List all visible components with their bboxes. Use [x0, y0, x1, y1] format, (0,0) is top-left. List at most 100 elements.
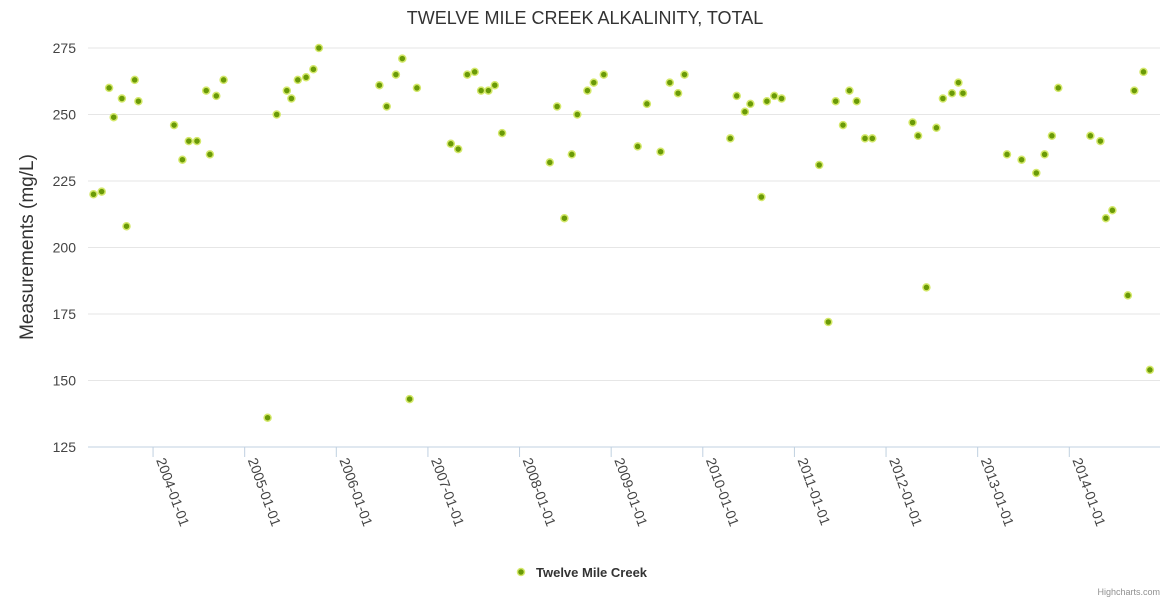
data-point[interactable] [476, 86, 486, 95]
data-point[interactable] [1086, 131, 1095, 141]
credits-link[interactable]: Highcharts.com [1097, 587, 1160, 597]
data-point[interactable] [680, 70, 689, 79]
data-point[interactable] [1145, 365, 1155, 375]
data-point[interactable] [184, 136, 194, 146]
data-point[interactable] [1047, 131, 1057, 141]
data-point[interactable] [405, 394, 414, 404]
data-point[interactable] [762, 96, 772, 106]
data-point[interactable] [497, 128, 507, 138]
data-point[interactable] [560, 213, 569, 223]
data-point[interactable] [178, 155, 187, 164]
data-point[interactable] [287, 94, 296, 103]
data-point[interactable] [633, 142, 642, 151]
data-point[interactable] [732, 91, 741, 101]
data-point[interactable] [1123, 291, 1133, 300]
data-point[interactable] [470, 67, 479, 77]
data-point[interactable] [1032, 168, 1041, 178]
data-point[interactable] [908, 118, 917, 127]
data-point[interactable] [1108, 206, 1117, 215]
data-point[interactable] [599, 70, 609, 79]
data-point[interactable] [913, 131, 923, 141]
data-point[interactable] [109, 112, 118, 122]
data-point[interactable] [1130, 86, 1139, 95]
data-point[interactable] [552, 102, 562, 111]
x-tick-label: 2013-01-01 [978, 456, 1018, 529]
data-point[interactable] [104, 83, 114, 93]
data-point[interactable] [770, 91, 779, 101]
data-point[interactable] [922, 283, 931, 292]
y-tick-label: 225 [53, 173, 77, 189]
data-point[interactable] [205, 150, 215, 159]
data-point[interactable] [192, 136, 202, 146]
data-point[interactable] [852, 96, 861, 106]
data-point[interactable] [1101, 213, 1111, 223]
data-point[interactable] [1040, 150, 1049, 159]
data-point[interactable] [938, 94, 948, 103]
data-point[interactable] [824, 317, 833, 327]
data-point[interactable] [573, 110, 582, 119]
data-point[interactable] [122, 221, 131, 231]
data-point[interactable] [293, 75, 303, 85]
data-point[interactable] [831, 96, 840, 106]
data-point[interactable] [777, 94, 786, 103]
data-point[interactable] [1002, 150, 1012, 159]
data-point[interactable] [484, 86, 493, 95]
data-point[interactable] [868, 134, 877, 143]
legend-marker[interactable] [516, 567, 526, 577]
data-point[interactable] [212, 91, 221, 101]
data-point[interactable] [1096, 136, 1105, 146]
data-point[interactable] [642, 99, 652, 109]
data-point[interactable] [130, 75, 139, 85]
data-point[interactable] [314, 43, 324, 53]
data-point[interactable] [309, 65, 318, 74]
x-axis: 2004-01-01 2005-01-01 2006-01-01 2007-01-01… [152, 447, 1109, 529]
data-point[interactable] [954, 78, 963, 87]
data-point[interactable] [201, 86, 211, 95]
data-point[interactable] [375, 80, 384, 90]
data-point[interactable] [845, 86, 854, 95]
legend[interactable]: Twelve Mile Creek [516, 565, 648, 580]
data-point[interactable] [1054, 83, 1063, 93]
data-point[interactable] [272, 110, 281, 119]
data-point[interactable] [1017, 155, 1026, 164]
data-point[interactable] [412, 83, 422, 93]
data-point[interactable] [583, 86, 592, 95]
legend-item-twelve-mile-creek[interactable]: Twelve Mile Creek [536, 565, 648, 580]
data-point[interactable] [740, 107, 750, 117]
data-point[interactable] [398, 54, 407, 63]
data-point[interactable] [814, 160, 824, 170]
data-point[interactable] [391, 70, 401, 79]
data-point[interactable] [947, 88, 957, 98]
data-point[interactable] [838, 120, 848, 130]
data-point[interactable] [89, 190, 98, 199]
data-point[interactable] [746, 99, 755, 109]
data-point[interactable] [673, 88, 683, 98]
data-point[interactable] [932, 123, 941, 133]
data-point[interactable] [453, 144, 463, 154]
data-point[interactable] [301, 73, 311, 82]
data-point[interactable] [463, 70, 472, 79]
data-point[interactable] [446, 139, 456, 149]
data-point[interactable] [656, 147, 665, 156]
data-point[interactable] [382, 102, 391, 111]
series-twelve-mile-creek[interactable] [89, 43, 1155, 422]
data-point[interactable] [589, 78, 599, 87]
data-point[interactable] [97, 187, 106, 196]
data-point[interactable] [219, 75, 228, 85]
data-point[interactable] [490, 80, 500, 90]
data-point[interactable] [567, 150, 577, 159]
data-point[interactable] [545, 158, 555, 167]
y-tick-label: 175 [53, 306, 77, 322]
data-point[interactable] [1139, 67, 1148, 77]
data-point[interactable] [757, 192, 766, 202]
data-point[interactable] [665, 78, 675, 87]
data-point[interactable] [134, 96, 143, 106]
data-point[interactable] [282, 86, 292, 95]
data-point[interactable] [860, 134, 870, 143]
data-point[interactable] [958, 88, 968, 98]
data-point[interactable] [726, 134, 735, 143]
data-point[interactable] [169, 120, 179, 130]
data-point[interactable] [263, 413, 272, 422]
data-point[interactable] [117, 94, 127, 103]
